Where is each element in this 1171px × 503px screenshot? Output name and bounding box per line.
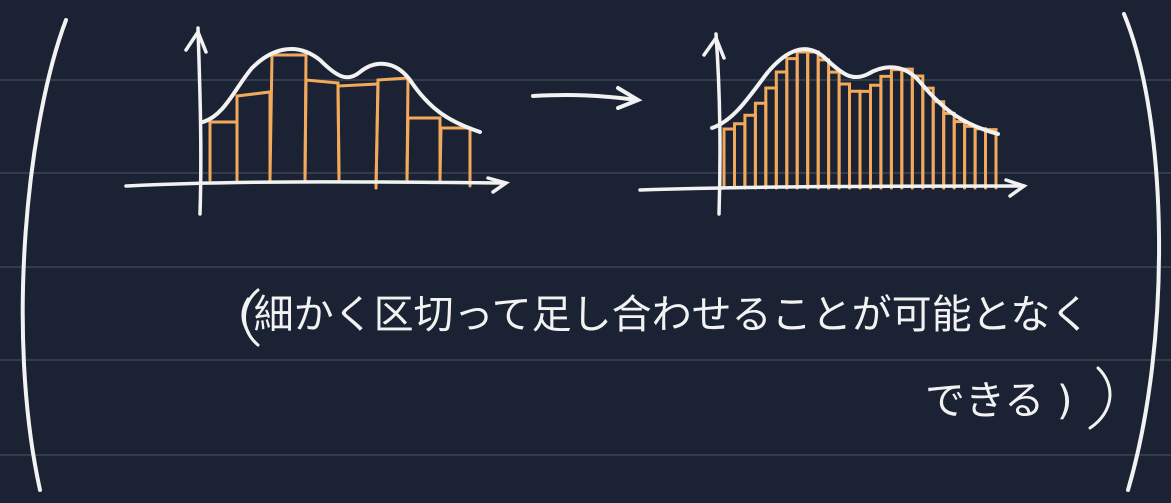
- small-right-parenthesis: [1088, 366, 1112, 430]
- bar: [952, 120, 967, 190]
- y-axis: [714, 32, 722, 216]
- bar: [733, 122, 747, 190]
- bar: [774, 70, 789, 190]
- bar: [722, 127, 736, 190]
- bar: [806, 50, 820, 190]
- bar: [743, 113, 757, 190]
- bar: [764, 86, 778, 190]
- note-text-line-2: できる ): [925, 378, 1073, 424]
- ruled-line: [0, 359, 1171, 361]
- bar: [827, 70, 841, 190]
- x-axis: [638, 184, 1026, 192]
- bar: [921, 86, 935, 190]
- bar: [795, 50, 810, 190]
- x-axis-arrow: [1004, 178, 1028, 198]
- bar: [374, 76, 410, 190]
- bar: [336, 82, 380, 190]
- bar: [753, 101, 768, 190]
- transition-arrow: [531, 86, 643, 110]
- bar: [235, 90, 272, 182]
- bar: [931, 100, 946, 190]
- bar: [268, 53, 308, 182]
- y-axis-arrow: [702, 34, 726, 60]
- bar: [889, 68, 904, 190]
- x-axis-arrow: [486, 176, 511, 194]
- bar: [858, 89, 872, 190]
- ruled-line: [0, 172, 1171, 174]
- x-axis: [124, 180, 507, 188]
- note-text-line-1: (細かく区切って足し合わせることが可能となく: [238, 292, 1091, 338]
- bar: [869, 83, 883, 190]
- curve: [710, 47, 1000, 136]
- bar: [405, 116, 442, 182]
- coarse-bars-graph: [124, 26, 511, 216]
- bar: [879, 74, 893, 190]
- y-axis: [196, 26, 203, 216]
- bar: [984, 128, 998, 190]
- ruled-line: [0, 266, 1171, 268]
- ruled-line: [0, 454, 1171, 456]
- bar: [837, 82, 851, 190]
- small-left-parenthesis: [243, 288, 260, 347]
- left-big-parenthesis: [20, 18, 68, 492]
- bar: [848, 89, 862, 190]
- bar: [900, 67, 914, 190]
- ruled-line: [0, 79, 1171, 81]
- bar: [208, 120, 239, 182]
- bar: [963, 124, 977, 190]
- bar: [438, 126, 472, 188]
- right-big-parenthesis: [1122, 12, 1162, 492]
- bar: [785, 57, 799, 190]
- bar: [973, 127, 987, 190]
- y-axis-arrow: [184, 28, 208, 54]
- bar: [303, 78, 341, 182]
- curve: [201, 46, 482, 134]
- bar: [910, 74, 925, 190]
- bar: [942, 111, 956, 190]
- fine-bars-graph: [638, 32, 1028, 216]
- bar: [816, 58, 831, 190]
